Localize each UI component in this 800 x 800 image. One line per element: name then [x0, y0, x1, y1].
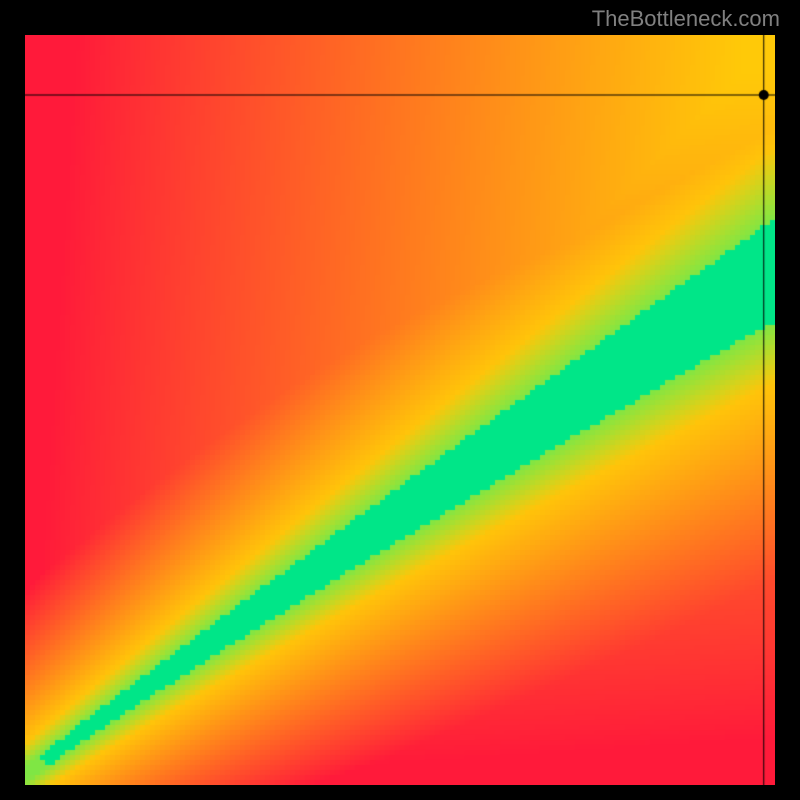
bottleneck-heatmap — [25, 35, 775, 785]
heatmap-canvas — [25, 35, 775, 785]
watermark-text: TheBottleneck.com — [592, 6, 780, 32]
